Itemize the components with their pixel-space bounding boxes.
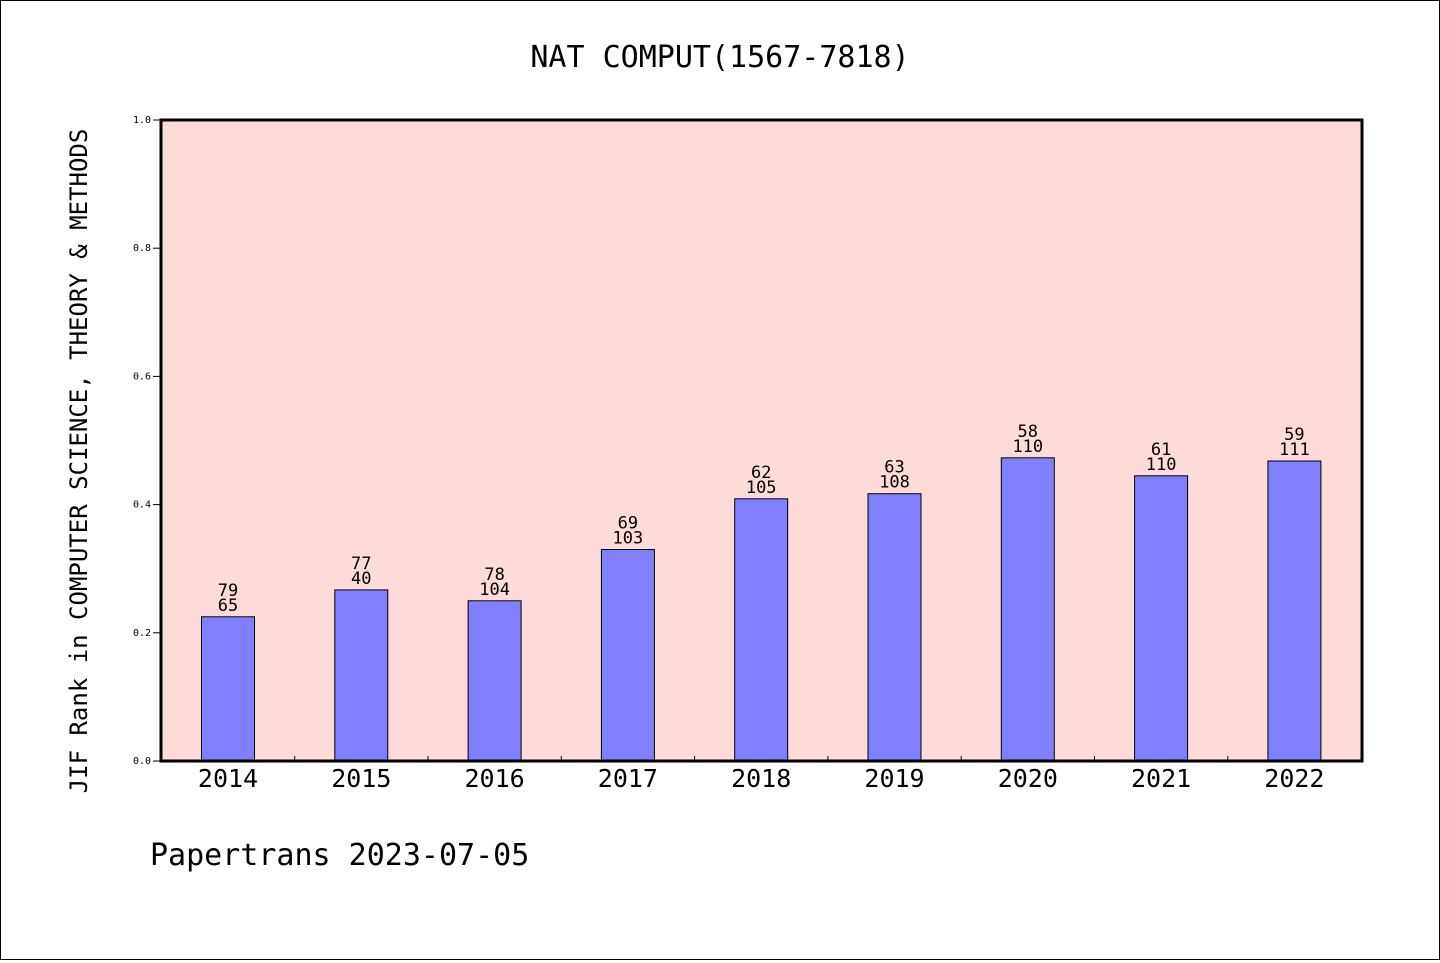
plot-border: [159, 118, 1364, 763]
x-tick-label-2021: 2021: [1131, 764, 1191, 793]
x-tick-label-2016: 2016: [464, 764, 524, 793]
bar-2022: [1267, 460, 1322, 762]
y-axis-label: JIF Rank in COMPUTER SCIENCE, THEORY & M…: [65, 129, 93, 794]
bar-2020: [1000, 457, 1055, 762]
bar-label-bottom-2022: 111: [1279, 440, 1310, 460]
bar-label-top-2021: 61: [1151, 440, 1171, 460]
x-tick-label-2014: 2014: [198, 764, 258, 793]
bar-label-bottom-2015: 40: [351, 569, 371, 589]
bar-label-top-2019: 63: [884, 458, 904, 478]
x-tick-label-2017: 2017: [598, 764, 658, 793]
bar-label-top-2015: 77: [351, 554, 371, 574]
bar-2021: [1134, 475, 1189, 762]
y-tick-label-0.4: 0.4: [133, 500, 151, 511]
y-tick-label-0.8: 0.8: [133, 243, 151, 254]
bar-2014: [201, 616, 255, 762]
bar-label-top-2018: 62: [751, 463, 771, 483]
x-tick-label-2022: 2022: [1264, 764, 1324, 793]
bar-label-bottom-2019: 108: [879, 473, 910, 493]
y-tick-label-1.0: 1.0: [133, 115, 151, 126]
y-tick-label-0.2: 0.2: [133, 628, 151, 639]
x-tick-label-2020: 2020: [998, 764, 1058, 793]
bar-label-bottom-2020: 110: [1012, 437, 1043, 457]
bar-label-top-2014: 79: [218, 581, 238, 601]
x-tick-label-2015: 2015: [331, 764, 391, 793]
bar-2019: [867, 493, 922, 762]
bar-label-bottom-2018: 105: [746, 478, 777, 498]
chart-title: NAT COMPUT(1567-7818): [530, 40, 909, 75]
bar-label-top-2017: 69: [618, 514, 638, 534]
bar-label-bottom-2017: 103: [613, 529, 644, 549]
footer-credit: Papertrans 2023-07-05: [150, 838, 529, 873]
bar-label-bottom-2021: 110: [1146, 455, 1177, 475]
bar-2016: [467, 600, 522, 762]
x-axis: 2014 2015 2016 2017 2018 2019 2020 2021 2022: [198, 756, 1325, 793]
y-axis: 0.0 0.2 0.4 0.6 0.8 1.0: [133, 115, 161, 767]
bar-2018: [734, 498, 789, 762]
bar-label-bottom-2016: 104: [479, 580, 510, 600]
bar-2015: [334, 589, 389, 762]
bar-2017: [600, 549, 655, 762]
y-tick-label-0.6: 0.6: [133, 371, 151, 382]
bar-label-top-2016: 78: [484, 565, 504, 585]
bar-label-top-2020: 58: [1018, 422, 1038, 442]
bar-label-top-2022: 59: [1284, 425, 1304, 445]
y-tick-label-0.0: 0.0: [133, 756, 151, 767]
x-tick-label-2019: 2019: [864, 764, 924, 793]
x-tick-label-2018: 2018: [731, 764, 791, 793]
bar-label-bottom-2014: 65: [218, 596, 238, 616]
